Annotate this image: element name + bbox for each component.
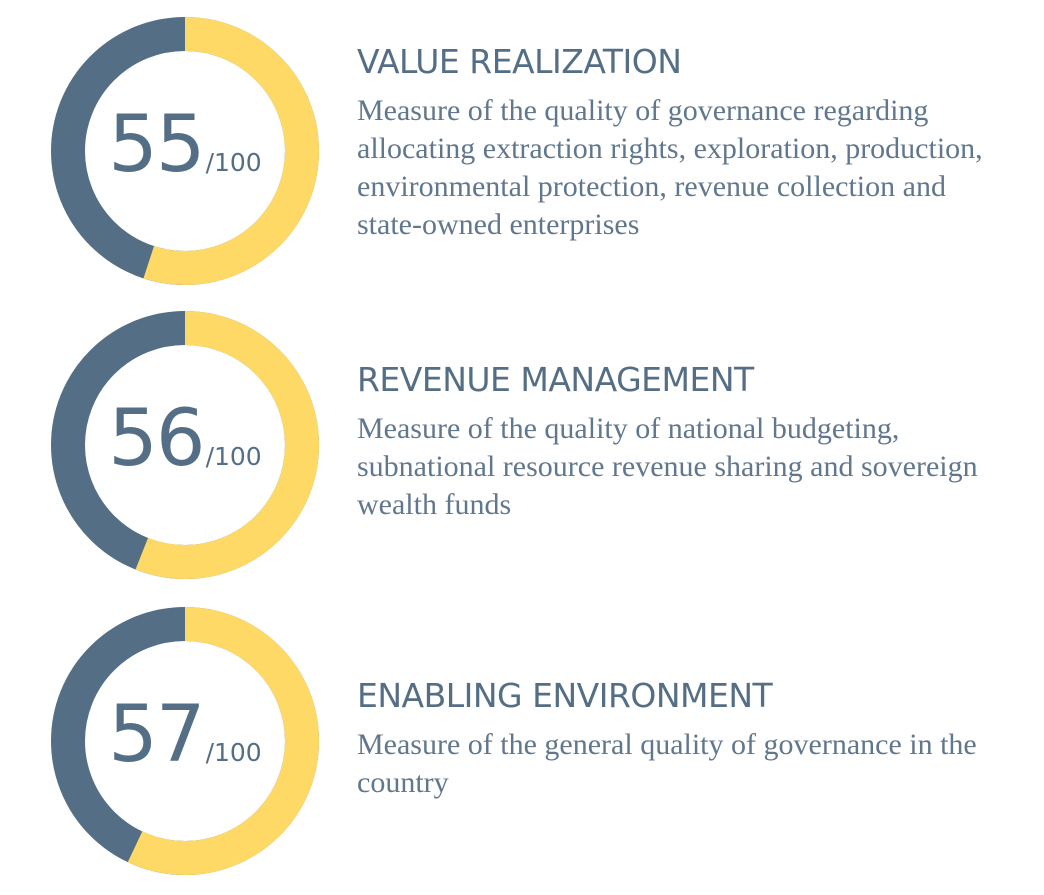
score-title: VALUE REALIZATION: [357, 42, 682, 81]
score-item-revenue-management: 56/100 REVENUE MANAGEMENT Measure of the…: [0, 310, 1044, 590]
score-total: /100: [205, 442, 262, 471]
score-value: 56: [108, 394, 205, 484]
score-description: Measure of the quality of national budge…: [357, 412, 978, 521]
score-arc: [51, 17, 319, 285]
score-text: REVENUE MANAGEMENT Measure of the qualit…: [357, 360, 1037, 524]
score-text: ENABLING ENVIRONMENT Measure of the gene…: [357, 676, 1037, 802]
score-arc: [51, 311, 319, 579]
score-text: VALUE REALIZATION Measure of the quality…: [357, 42, 1037, 244]
score-item-enabling-environment: 57/100 ENABLING ENVIRONMENT Measure of t…: [0, 606, 1044, 886]
score-item-value-realization: 55/100 VALUE REALIZATION Measure of the …: [0, 16, 1044, 296]
score-title: ENABLING ENVIRONMENT: [357, 676, 773, 715]
score-total: /100: [205, 148, 262, 177]
score-label: 55/100: [50, 100, 320, 190]
score-total: /100: [205, 738, 262, 767]
score-label: 57/100: [50, 690, 320, 780]
score-label: 56/100: [50, 394, 320, 484]
donut-chart: [51, 311, 319, 579]
score-value: 57: [108, 690, 205, 780]
score-arc: [51, 607, 319, 875]
score-description: Measure of the quality of governance reg…: [357, 94, 983, 241]
score-title: REVENUE MANAGEMENT: [357, 360, 754, 399]
score-description: Measure of the general quality of govern…: [357, 728, 977, 799]
donut-chart: [51, 17, 319, 285]
score-value: 55: [108, 100, 205, 190]
donut-chart: [51, 607, 319, 875]
